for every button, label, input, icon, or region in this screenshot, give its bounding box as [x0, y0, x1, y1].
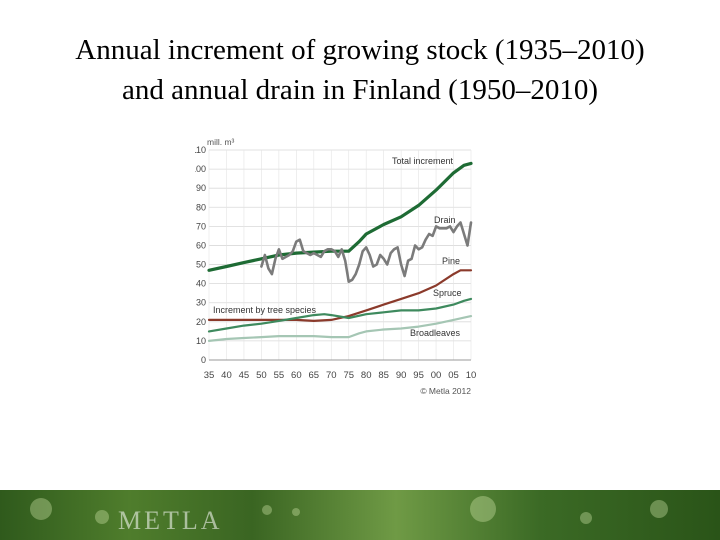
footer-bokeh — [650, 500, 668, 518]
x-tick-label: 95 — [413, 370, 424, 381]
series-label-total-increment: Total increment — [392, 156, 454, 166]
series-label-pine: Pine — [442, 256, 460, 266]
series-label-spruce: Spruce — [433, 288, 462, 298]
x-tick-label: 35 — [204, 370, 215, 381]
x-tick-label: 10 — [466, 370, 477, 381]
footer-bokeh — [95, 510, 109, 524]
footer-bokeh — [262, 505, 272, 515]
footer-bokeh — [470, 496, 496, 522]
y-tick-label: 10 — [196, 336, 206, 346]
slide-title-line-2: and annual drain in Finland (1950–2010) — [122, 74, 598, 106]
y-tick-label: 30 — [196, 298, 206, 308]
x-tick-label: 60 — [291, 370, 302, 381]
footer-band — [0, 490, 720, 540]
footer-bokeh — [30, 498, 52, 520]
y-tick-label: 50 — [196, 260, 206, 270]
x-tick-label: 80 — [361, 370, 372, 381]
y-tick-label: 80 — [196, 202, 206, 212]
footer-bokeh — [580, 512, 592, 524]
y-tick-label: 110 — [195, 145, 206, 155]
chart: 0 10 20 30 40 50 60 70 80 90 100 110 35 40 45 50 55 60 65 7… — [195, 130, 480, 402]
y-tick-label: 100 — [195, 164, 206, 174]
x-tick-label: 05 — [448, 370, 459, 381]
y-tick-label: 60 — [196, 240, 206, 250]
chart-annotation: Increment by tree species — [213, 305, 317, 315]
series-label-drain: Drain — [434, 215, 456, 225]
series-line-spruce — [207, 297, 473, 333]
series-line-broadleaves — [207, 315, 473, 342]
series-line-drain — [260, 221, 473, 283]
x-tick-label: 40 — [221, 370, 232, 381]
chart-svg: 0 10 20 30 40 50 60 70 80 90 100 110 35 40 45 50 55 60 65 7… — [195, 137, 477, 396]
slide-title: Annual increment of growing stock (1935–… — [0, 30, 720, 110]
metla-logo: METLA — [118, 506, 223, 535]
x-tick-label: 65 — [309, 370, 320, 381]
x-tick-label: 45 — [239, 370, 250, 381]
y-tick-label: 0 — [201, 355, 206, 365]
x-tick-label: 00 — [431, 370, 442, 381]
series-label-broadleaves: Broadleaves — [410, 328, 461, 338]
y-tick-label: 90 — [196, 183, 206, 193]
y-tick-label: 20 — [196, 317, 206, 327]
slide-title-line-1: Annual increment of growing stock (1935–… — [75, 34, 645, 66]
y-tick-label: 40 — [196, 279, 206, 289]
y-tick-label: 70 — [196, 221, 206, 231]
footer-bokeh — [292, 508, 300, 516]
y-unit-label: mill. m³ — [207, 137, 235, 147]
x-tick-label: 85 — [378, 370, 389, 381]
chart-credit: © Metla 2012 — [420, 386, 471, 396]
x-tick-label: 70 — [326, 370, 337, 381]
x-tick-label: 55 — [274, 370, 285, 381]
x-tick-label: 75 — [343, 370, 354, 381]
x-tick-label: 90 — [396, 370, 407, 381]
series-line-total-increment — [207, 161, 473, 272]
x-tick-label: 50 — [256, 370, 267, 381]
